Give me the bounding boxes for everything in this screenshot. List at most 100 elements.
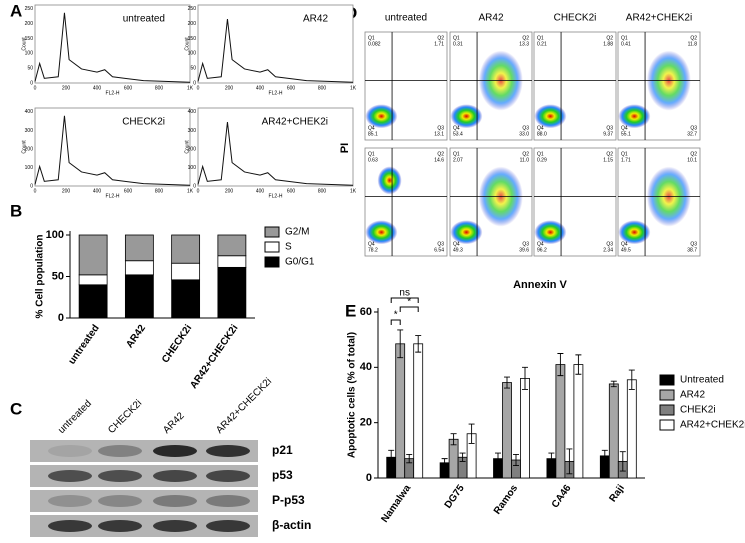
bar-segment	[124, 274, 154, 319]
quadrant-value: 33.0	[519, 131, 529, 137]
blot-band	[98, 495, 142, 507]
bar	[626, 379, 637, 479]
blot-row-label: p53	[272, 468, 293, 482]
y-axis-label: PI	[339, 143, 351, 153]
y-tick-label: 250	[25, 6, 34, 12]
y-tick-label: 300	[188, 128, 197, 134]
bar-segment	[124, 234, 154, 262]
blot-strip	[30, 440, 258, 462]
quadrant-value: 55.1	[621, 131, 631, 137]
error-bar	[522, 366, 528, 390]
quadrant-name: Q1	[453, 151, 460, 157]
quadrant-name: Q1	[453, 35, 460, 41]
blot-band	[153, 520, 197, 532]
quadrant-name: Q2	[690, 35, 697, 41]
quadrant-name: Q1	[621, 151, 628, 157]
error-bar	[397, 329, 404, 359]
x-tick-label: 600	[124, 188, 133, 194]
x-tick-label: 200	[225, 188, 234, 194]
x-tick-label: 800	[318, 85, 327, 91]
x-tick-label: 0	[197, 85, 200, 91]
quadrant-name: Q4	[537, 241, 544, 247]
quadrant-value: 10.1	[687, 157, 697, 163]
y-tick-label: 20	[360, 417, 372, 429]
bar-segment	[124, 260, 154, 276]
y-tick-label: 50	[27, 66, 33, 72]
bar-segment	[78, 234, 108, 276]
legend-label: S	[285, 242, 292, 253]
bar-segment	[217, 255, 247, 268]
flow-cloud	[365, 104, 398, 129]
quadrant-value: 38.7	[687, 247, 697, 253]
y-tick-label: 0	[366, 472, 372, 484]
bar-segment	[217, 266, 247, 319]
flow-cloud	[450, 220, 483, 245]
x-tick-label: 200	[62, 85, 71, 91]
x-axis-label: Annexin V	[513, 279, 567, 291]
histogram-curve	[197, 121, 354, 186]
legend-swatch	[264, 226, 280, 238]
blot-strip	[30, 515, 258, 537]
quadrant-name: Q4	[537, 125, 544, 131]
x-tick-label: untreated	[67, 323, 102, 367]
y-axis-label: Count	[184, 140, 190, 154]
quadrant-name: Q3	[690, 125, 697, 131]
x-tick-label: 1K	[350, 85, 357, 91]
blot-column-label: AR42+CHECK2i	[214, 376, 274, 436]
quadrant-name: Q2	[437, 35, 444, 41]
plot-label: untreated	[123, 14, 165, 25]
plot-label: AR42	[303, 14, 328, 25]
plot-label: AR42+CHEK2i	[262, 117, 328, 128]
x-tick-label: CHECK2i	[160, 323, 194, 365]
bar-segment	[171, 234, 201, 264]
blot-band	[153, 470, 197, 482]
blot-row-label: β-actin	[272, 518, 311, 532]
quadrant-name: Q3	[606, 125, 613, 131]
blot-strip	[30, 465, 258, 487]
error-bar	[415, 335, 422, 353]
blot-strip	[30, 490, 258, 512]
quadrant-name: Q4	[621, 125, 628, 131]
error-bar	[468, 423, 475, 444]
panel-label: B	[10, 201, 22, 220]
quadrant-value: 0.21	[537, 41, 547, 47]
quadrant-value: 88.0	[537, 131, 547, 137]
x-tick-label: 1K	[187, 85, 194, 91]
bar-segment	[78, 284, 108, 319]
y-tick-label: 0	[30, 80, 33, 86]
panel-label: C	[10, 399, 22, 418]
legend-swatch	[264, 241, 280, 253]
blot-row-label: P-p53	[272, 493, 305, 507]
quadrant-value: 2.34	[603, 247, 613, 253]
legend-label: G2/M	[285, 227, 309, 238]
legend-swatch	[659, 374, 675, 386]
error-bar	[450, 433, 457, 446]
quadrant-value: 1.88	[603, 41, 613, 47]
bar	[502, 382, 512, 479]
blot-band	[48, 445, 92, 457]
x-tick-label: 800	[318, 188, 327, 194]
quadrant-name: Q1	[368, 151, 375, 157]
flow-cloud	[618, 104, 651, 129]
y-axis-label: % Cell population	[35, 235, 46, 319]
blot-column-label: AR42	[161, 410, 187, 436]
y-tick-label: 200	[25, 146, 34, 152]
blot-band	[153, 445, 197, 457]
y-tick-label: 250	[188, 6, 197, 12]
y-axis-label: Count	[21, 140, 27, 154]
error-bar	[619, 451, 626, 472]
y-tick-label: 50	[52, 270, 64, 282]
legend-label: Untreated	[680, 375, 724, 386]
y-axis-label: Count	[21, 37, 27, 51]
error-bar	[504, 376, 510, 389]
significance-label: *	[407, 297, 411, 308]
histogram-curve	[197, 18, 354, 83]
y-tick-label: 100	[188, 165, 197, 171]
flow-cloud	[377, 166, 402, 195]
blot-row-label: p21	[272, 443, 293, 457]
blot-column-label: CHECK2i	[106, 398, 144, 436]
x-tick-label: 0	[34, 188, 37, 194]
bar-segment	[171, 262, 201, 281]
x-tick-label: AR42	[124, 323, 148, 351]
y-tick-label: 200	[188, 21, 197, 27]
